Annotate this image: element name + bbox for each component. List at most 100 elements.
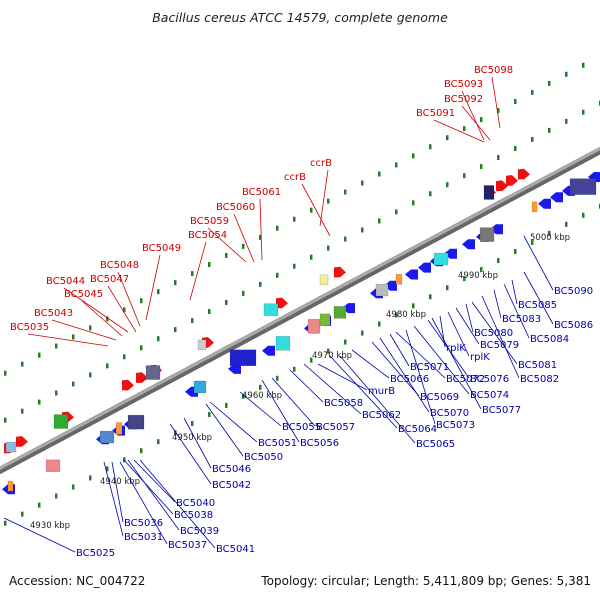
tick-mark xyxy=(89,325,92,331)
bottom-leader-line xyxy=(351,349,390,379)
gene-box xyxy=(479,227,495,242)
bottom-leader-line xyxy=(103,461,124,537)
bottom-leader-line xyxy=(339,355,416,444)
top-leader-line xyxy=(433,119,485,143)
top-gene-label: BC5045 xyxy=(64,289,103,300)
tick-mark xyxy=(276,272,279,278)
tick-mark xyxy=(429,294,432,300)
tick-mark xyxy=(208,412,211,418)
gene-box xyxy=(433,252,449,266)
bottom-leader-line xyxy=(503,283,530,339)
bottom-gene-label: BC5038 xyxy=(174,510,213,521)
bottom-leader-line xyxy=(3,517,76,553)
tick-mark xyxy=(310,254,313,260)
tick-mark xyxy=(4,520,7,526)
tick-mark xyxy=(412,200,415,206)
bottom-gene-label: BC5070 xyxy=(430,408,469,419)
bottom-leader-line xyxy=(169,423,212,485)
gene-box xyxy=(127,414,145,430)
bottom-gene-label: BC5079 xyxy=(480,340,519,351)
top-gene-label: BC5060 xyxy=(216,202,255,213)
bottom-gene-label: BC5055 xyxy=(282,422,321,433)
tick-mark xyxy=(89,372,92,378)
gene-box xyxy=(193,380,207,394)
bottom-leader-line xyxy=(447,311,470,357)
tick-mark xyxy=(293,366,296,372)
tick-mark xyxy=(514,98,517,104)
top-gene-label: BC5092 xyxy=(444,94,483,105)
gene-box xyxy=(145,365,161,380)
tick-mark xyxy=(548,80,551,86)
tick-mark xyxy=(514,248,517,254)
top-leader-line xyxy=(301,183,331,237)
top-gene-label: BC5049 xyxy=(142,243,181,254)
bottom-gene-label: BC5041 xyxy=(216,544,255,555)
bottom-leader-line xyxy=(209,401,258,443)
bottom-leader-line xyxy=(303,363,362,415)
gene-arrow-upper xyxy=(16,436,28,447)
tick-mark xyxy=(497,108,500,114)
tick-mark xyxy=(344,189,347,195)
bottom-gene-label: BC5084 xyxy=(530,334,569,345)
tick-mark xyxy=(89,475,92,481)
gene-arrow-upper xyxy=(518,168,530,180)
gene-arrow-upper xyxy=(136,372,148,383)
top-gene-label: BC5091 xyxy=(416,108,455,119)
bottom-leader-line xyxy=(465,303,474,333)
bottom-gene-label: BC5080 xyxy=(474,328,513,339)
top-gene-label: ccrB xyxy=(284,172,306,183)
bottom-gene-label: BC5039 xyxy=(180,526,219,537)
tick-mark xyxy=(310,207,313,213)
gene-arrow-upper xyxy=(276,297,288,309)
tick-mark xyxy=(361,330,364,336)
bottom-gene-label: BC5066 xyxy=(390,374,429,385)
bottom-gene-label: BC5051 xyxy=(258,438,297,449)
bottom-leader-line xyxy=(317,363,368,391)
top-gene-label: BC5093 xyxy=(444,79,483,90)
gene-box xyxy=(229,349,257,367)
bottom-leader-line xyxy=(395,331,446,379)
bottom-leader-line xyxy=(133,459,176,503)
tick-mark xyxy=(225,252,228,258)
top-gene-label: BC5061 xyxy=(242,187,281,198)
footer-accession: Accession: NC_004722 xyxy=(9,574,145,588)
scale-label: 4980 kbp xyxy=(386,310,426,320)
tick-mark xyxy=(310,357,313,363)
gene-box xyxy=(569,178,597,195)
tick-mark xyxy=(174,430,177,436)
gene-box xyxy=(531,201,538,213)
tick-mark xyxy=(446,285,449,291)
bottom-leader-line xyxy=(413,325,470,395)
bottom-gene-label: BC5064 xyxy=(398,424,437,435)
bottom-gene-label: BC5074 xyxy=(470,390,509,401)
top-gene-label: BC5059 xyxy=(190,216,229,227)
footer-summary: Topology: circular; Length: 5,411,809 bp… xyxy=(260,574,591,588)
bottom-leader-line xyxy=(183,417,212,469)
gene-arrow-lower xyxy=(462,239,475,250)
tick-mark xyxy=(140,448,143,454)
gene-box xyxy=(483,185,495,200)
bottom-leader-line xyxy=(261,379,300,443)
top-leader-line xyxy=(63,287,129,333)
gene-box xyxy=(319,274,329,286)
gene-box xyxy=(307,318,321,334)
tick-mark xyxy=(395,312,398,318)
bottom-leader-line xyxy=(439,315,446,348)
bottom-gene-label: rplK xyxy=(470,352,490,363)
tick-mark xyxy=(157,439,160,445)
tick-mark xyxy=(344,236,347,242)
top-leader-line xyxy=(27,333,109,347)
tick-mark xyxy=(4,417,7,423)
bottom-leader-line xyxy=(493,289,502,319)
tick-mark xyxy=(259,281,262,287)
gene-box xyxy=(395,274,403,285)
bottom-leader-line xyxy=(389,333,410,367)
top-gene-label: BC5054 xyxy=(188,230,227,241)
bottom-gene-label: BC5050 xyxy=(244,452,283,463)
tick-mark xyxy=(565,118,568,124)
tick-mark xyxy=(157,289,160,295)
tick-mark xyxy=(191,271,194,277)
tick-mark xyxy=(259,234,262,240)
gene-arrow-upper xyxy=(334,266,346,278)
tick-mark xyxy=(157,336,160,342)
